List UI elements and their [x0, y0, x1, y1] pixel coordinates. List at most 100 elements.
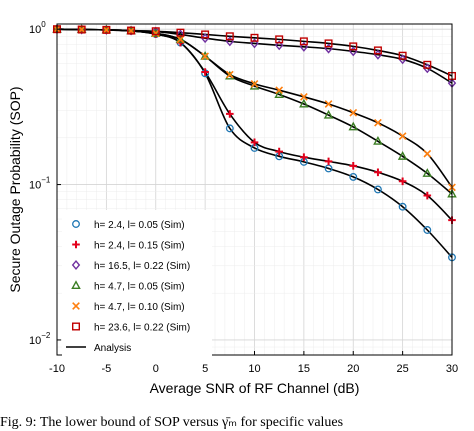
square-point	[102, 25, 111, 34]
y-tick-label: 100	[29, 20, 46, 36]
plus-point	[423, 191, 432, 200]
diamond-point	[250, 38, 259, 49]
x-point	[225, 70, 234, 79]
square-point	[225, 32, 234, 41]
x-tick-label: -5	[101, 363, 111, 375]
x-tick-label: -10	[49, 363, 65, 375]
y-tick-exponent: −2	[41, 331, 51, 340]
square-point	[275, 35, 284, 44]
square-point	[250, 33, 259, 42]
x-point	[349, 108, 358, 117]
square-point	[349, 42, 358, 51]
plus-point	[398, 177, 407, 186]
legend-x-swatch	[72, 302, 80, 310]
x-point	[151, 29, 160, 38]
legend-triangle-swatch	[71, 280, 81, 289]
x-tick-label: 10	[248, 363, 260, 375]
square-point	[176, 28, 185, 37]
diamond-point	[423, 63, 432, 74]
x-tick-label: 0	[153, 363, 159, 375]
y-tick-exponent: −1	[41, 176, 51, 185]
x-point	[398, 132, 407, 140]
plus-point	[300, 153, 308, 162]
x-point	[324, 100, 333, 108]
triangle-point	[150, 28, 161, 37]
x-tick-label: 15	[298, 363, 310, 375]
plus-point	[226, 110, 234, 118]
legend-box	[62, 210, 212, 358]
legend-entry-label: h= 4.7, l= 0.05 (Sim)	[94, 282, 185, 293]
y-axis-label: Secure Outage Probability (SOP)	[7, 86, 23, 292]
x-tick-label: 30	[446, 363, 458, 375]
y-tick-base: 10	[29, 180, 41, 192]
x-point	[102, 26, 111, 34]
x-point	[127, 27, 135, 35]
triangle-point	[373, 135, 383, 145]
triangle-point	[175, 34, 186, 43]
analysis-curves	[56, 28, 453, 258]
triangle-point	[323, 109, 334, 119]
square-point	[201, 30, 210, 39]
analysis-line-series-6	[56, 28, 453, 77]
x-point	[275, 86, 284, 95]
diamond-point	[200, 33, 210, 44]
legend-diamond-swatch	[71, 260, 81, 270]
x-point	[423, 149, 432, 158]
legend-entry-label: h= 2.4, l= 0.05 (Sim)	[94, 220, 185, 231]
plus-point	[349, 162, 358, 170]
x-tick-label: 20	[347, 363, 359, 375]
legend-entry-label: h= 2.4, l= 0.15 (Sim)	[94, 241, 185, 252]
x-point	[201, 52, 209, 61]
y-tick-label: 10−1	[29, 176, 51, 192]
diamond-point	[398, 54, 407, 65]
triangle-point	[299, 98, 309, 108]
y-tick-base: 10	[29, 335, 41, 347]
legend-entry-label: h= 16.5, l= 0.22 (Sim)	[94, 261, 190, 272]
legend-entry-label: h= 23.6, l= 0.22 (Sim)	[94, 323, 190, 334]
square-point	[398, 51, 407, 60]
circle-point	[225, 124, 234, 133]
triangle-point	[348, 121, 359, 131]
square-point	[423, 60, 432, 69]
x-point	[300, 92, 308, 101]
plus-point	[250, 138, 259, 147]
plus-point	[374, 168, 382, 177]
circle-point	[423, 226, 432, 234]
x-point	[176, 35, 185, 44]
x-axis-label: Average SNR of RF Channel (dB)	[150, 380, 360, 396]
x-tick-label: 25	[397, 363, 409, 375]
triangle-point	[274, 89, 284, 98]
x-point	[250, 79, 259, 88]
diamond-point	[299, 41, 309, 52]
square-point	[324, 39, 333, 48]
triangle-point	[422, 168, 433, 177]
legend: h= 2.4, l= 0.05 (Sim) h= 2.4, l= 0.15 (Si…	[62, 210, 212, 358]
legend-plus-swatch	[72, 240, 80, 249]
legend-circle-swatch	[72, 220, 80, 228]
y-tick-label: 10−2	[29, 331, 51, 347]
sim-markers	[52, 23, 457, 262]
x-point	[77, 25, 86, 34]
square-point	[373, 46, 382, 55]
x-tick-label: 5	[202, 363, 208, 375]
circle-point	[398, 202, 407, 211]
diamond-point	[274, 40, 284, 51]
triangle-point	[397, 151, 408, 160]
figure-caption: Fig. 9: The lower bound of SOP versus γ̄…	[0, 415, 344, 430]
square-point	[77, 25, 86, 34]
square-point	[299, 37, 308, 46]
square-point	[127, 26, 136, 35]
square-point	[151, 27, 160, 36]
x-point	[374, 118, 382, 127]
legend-square-swatch	[71, 322, 80, 331]
legend-entry-label: Analysis	[94, 343, 131, 354]
triangle-point	[200, 50, 210, 60]
circle-point	[373, 185, 382, 194]
plus-point	[324, 157, 333, 166]
plus-point	[275, 147, 283, 156]
legend-entry-label: h= 4.7, l= 0.10 (Sim)	[94, 302, 185, 313]
plus-point	[201, 68, 209, 76]
y-tick-exponent: 0	[41, 20, 46, 29]
y-tick-base: 10	[29, 24, 41, 36]
